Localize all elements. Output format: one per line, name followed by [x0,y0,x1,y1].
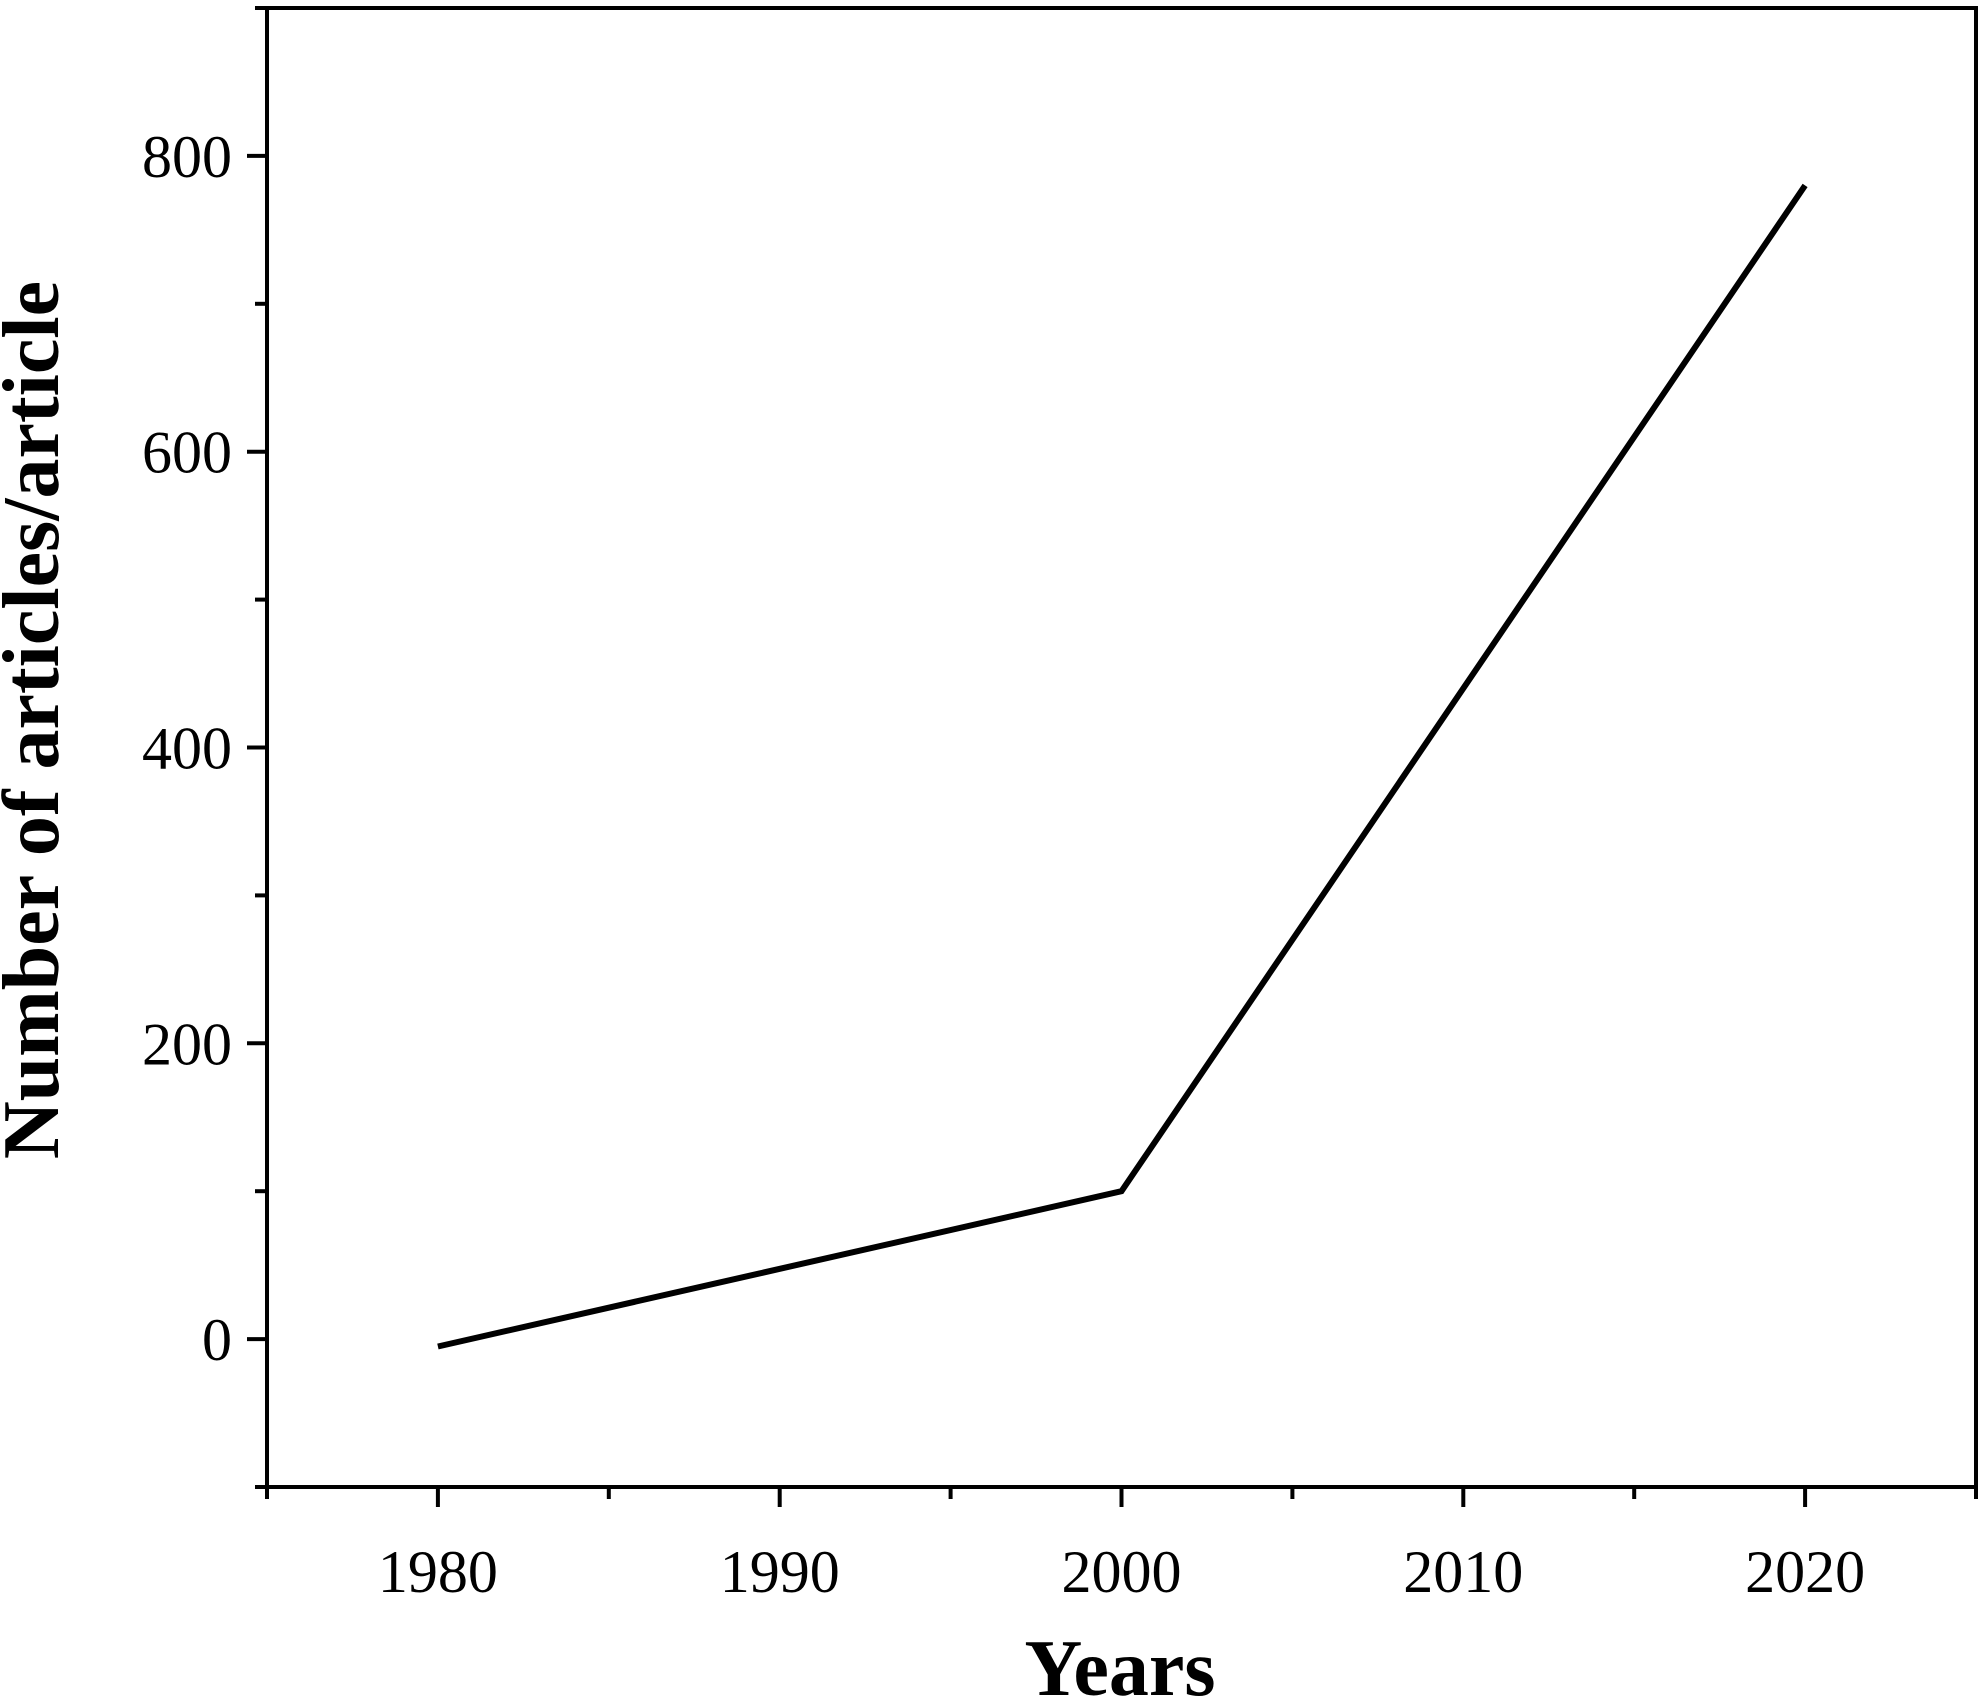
series-layer [437,183,1808,1350]
x-axis-title: Years [1024,1625,1215,1702]
y-tick-label-600: 600 [142,420,232,486]
y-axis-title: Number of articles/article [0,281,76,1159]
x-tick-label-1980: 1980 [378,1539,498,1605]
x-tick-label-1990: 1990 [720,1539,840,1605]
x-tick-label-2000: 2000 [1062,1539,1182,1605]
tick-labels: 1980 1990 2000 2010 2020 0 200 400 600 800 [142,124,1865,1605]
y-tick-label-0: 0 [202,1307,232,1373]
y-tick-label-800: 800 [142,124,232,190]
plot-frame [265,6,1978,1489]
x-tick-label-2020: 2020 [1745,1539,1865,1605]
axis-ticks [247,6,1978,1507]
plot-border [265,6,1978,1489]
y-tick-label-200: 200 [142,1011,232,1077]
y-tick-label-400: 400 [142,716,232,782]
x-tick-label-2010: 2010 [1403,1539,1523,1605]
series-line-1 [437,183,1808,1350]
